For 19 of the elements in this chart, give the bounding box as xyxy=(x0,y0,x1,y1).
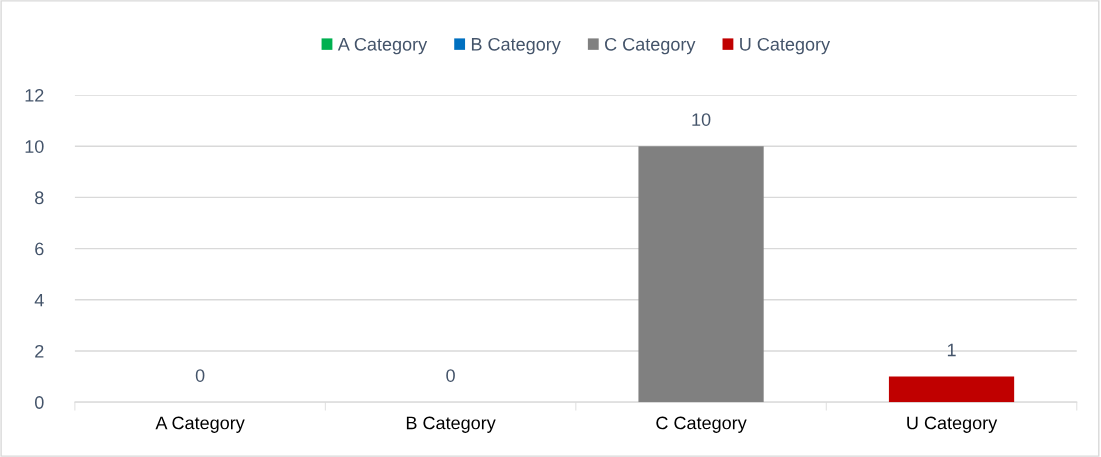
x-tick-label: U Category xyxy=(907,416,998,433)
legend-label: B Category xyxy=(471,37,561,55)
data-label: 1 xyxy=(947,343,956,357)
data-label: 10 xyxy=(692,113,711,126)
legend-label: A Category xyxy=(337,37,428,55)
x-tick-label: B Category xyxy=(406,416,496,433)
y-tick-label: 12 xyxy=(25,88,44,102)
data-label: 0 xyxy=(195,369,205,382)
y-tick-label: 4 xyxy=(34,293,44,307)
y-tick-label: 6 xyxy=(35,242,44,256)
y-tick-label: 10 xyxy=(25,140,44,153)
y-tick-label: 0 xyxy=(34,396,44,409)
legend-label: U Category xyxy=(740,37,831,55)
y-tick-label: 2 xyxy=(35,344,44,358)
x-tick-label: C Category xyxy=(656,416,747,433)
legend-label: C Category xyxy=(605,37,696,55)
x-tick-label: A Category xyxy=(155,416,245,433)
y-tick-label: 8 xyxy=(35,191,44,205)
data-label: 0 xyxy=(446,369,455,382)
